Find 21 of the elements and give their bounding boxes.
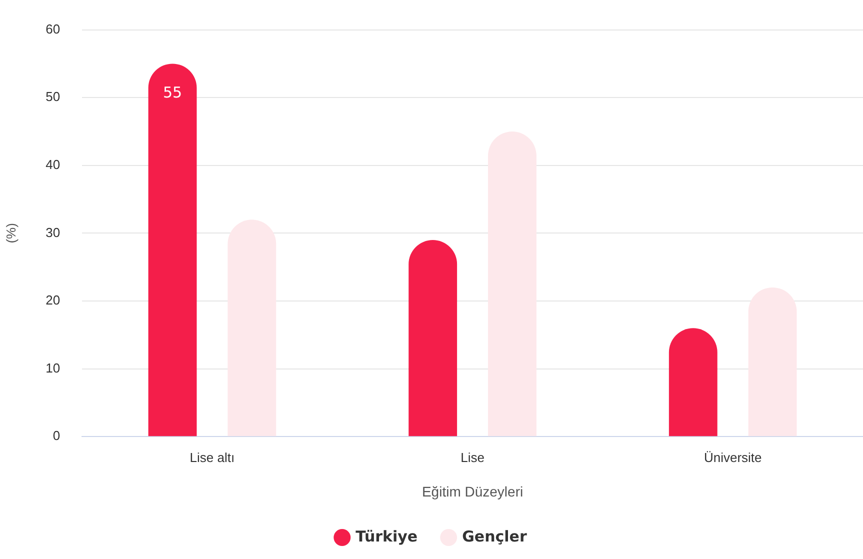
- y-tick-label: 60: [46, 21, 60, 36]
- bar: [148, 64, 197, 436]
- y-tick-label: 0: [52, 428, 60, 444]
- x-tick-label: Lise: [460, 450, 484, 465]
- data-label: 55: [162, 84, 182, 102]
- x-tick-label: Lise altı: [190, 450, 235, 465]
- y-axis-title: (%): [3, 223, 18, 244]
- x-tick-label: Üniversite: [704, 450, 762, 465]
- bar: [408, 240, 458, 436]
- y-tick-label: 20: [46, 292, 60, 308]
- x-axis-title: Eğitim Düzeyleri: [422, 483, 524, 500]
- bar: [668, 328, 718, 436]
- bar: [488, 132, 536, 436]
- y-tick-label: 10: [46, 360, 60, 376]
- bar: [228, 220, 276, 436]
- y-tick-label: 30: [46, 224, 60, 240]
- y-tick-label: 40: [46, 156, 60, 172]
- legend-label: Türkiye: [356, 527, 418, 546]
- legend-label: Gençler: [462, 527, 528, 546]
- y-tick-label: 50: [46, 89, 60, 104]
- bar: [748, 287, 797, 436]
